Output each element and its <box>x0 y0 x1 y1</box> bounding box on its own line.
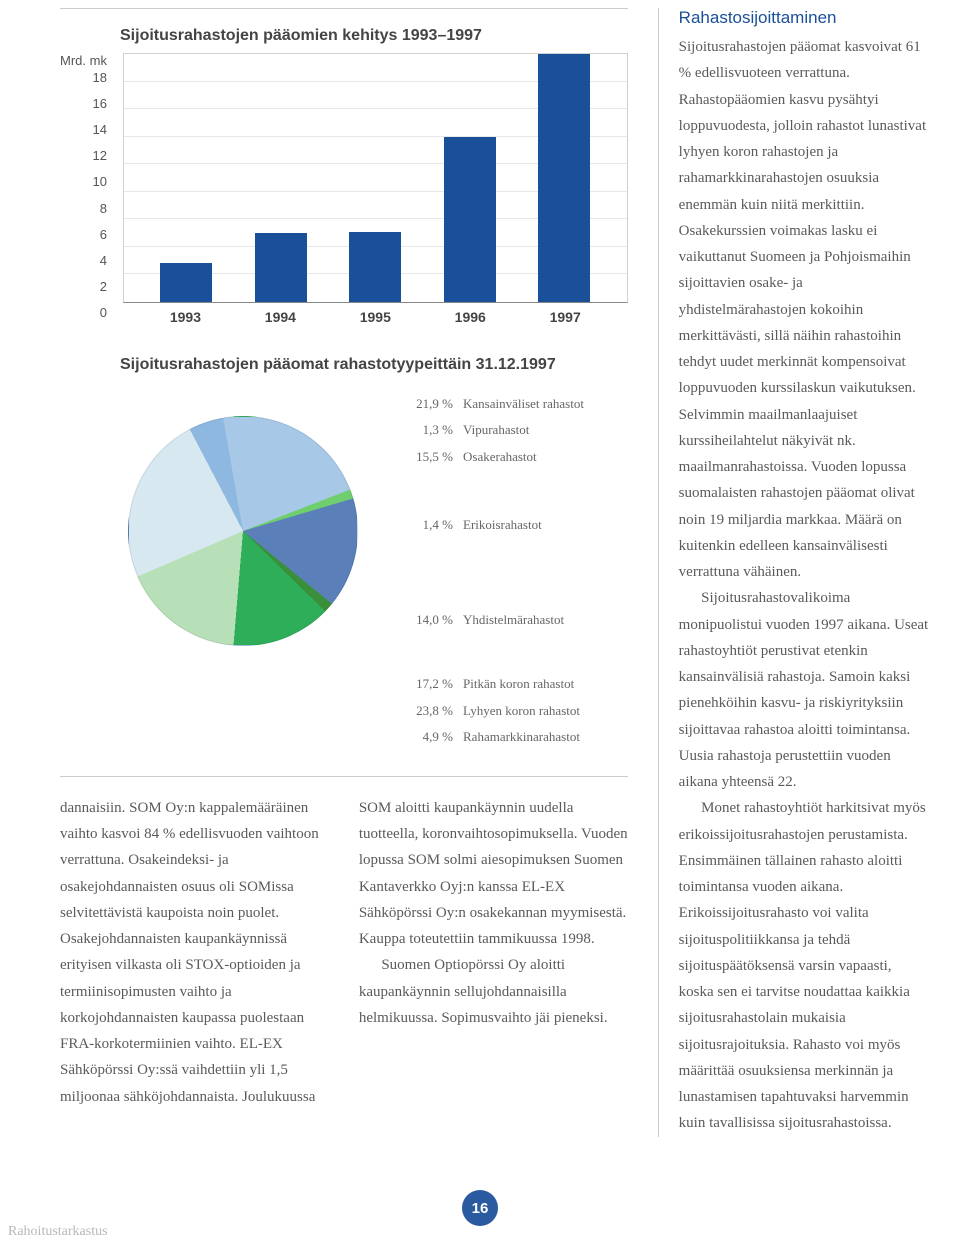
bar-1995 <box>349 232 401 302</box>
pie-legend: 21,9 %Kansainväliset rahastot 1,3 %Vipura… <box>405 386 584 754</box>
legend-row: 1,3 %Vipurahastot <box>405 420 584 440</box>
legend-row: 21,9 %Kansainväliset rahastot <box>405 394 584 414</box>
legend-row: 15,5 %Osakerahastot <box>405 447 584 467</box>
sidebar-heading: Rahastosijoittaminen <box>679 8 930 28</box>
body-col-1: dannaisiin. SOM Oy:n kappalemääräinen va… <box>60 795 329 1110</box>
bar-1996 <box>444 137 496 302</box>
page-number-badge: 16 <box>462 1190 498 1226</box>
legend-row: 1,4 %Erikoisrahastot <box>405 515 584 535</box>
legend-row: 17,2 %Pitkän koron rahastot <box>405 674 584 694</box>
sidebar-p2: Sijoitusrahastovalikoima monipuolistui v… <box>679 585 930 795</box>
pie-chart-title: Sijoitusrahastojen pääomat rahastotyypei… <box>120 355 628 376</box>
pie-chart: Sijoitusrahastojen pääomat rahastotyypei… <box>120 355 628 754</box>
body-col-2: SOM aloitti kaupankäynnin uudella tuotte… <box>359 795 628 1110</box>
legend-row: 23,8 %Lyhyen koron rahastot <box>405 701 584 721</box>
mid-rule <box>60 776 628 777</box>
legend-row: 4,9 %Rahamarkkinarahastot <box>405 727 584 747</box>
bar-chart: Sijoitusrahastojen pääomien kehitys 1993… <box>120 27 628 325</box>
bar-1994 <box>255 233 307 302</box>
bar-chart-title: Sijoitusrahastojen pääomien kehitys 1993… <box>120 27 628 45</box>
body-columns: dannaisiin. SOM Oy:n kappalemääräinen va… <box>60 795 628 1110</box>
sidebar-p1: Sijoitusrahastojen pääomat kasvoivat 61 … <box>679 34 930 585</box>
y-axis-unit: Mrd. mk <box>60 53 107 68</box>
bar-1997 <box>538 54 590 302</box>
sidebar-column: Rahastosijoittaminen Sijoitusrahastojen … <box>658 8 930 1137</box>
footer-text: Rahoitustarkastus <box>8 1224 108 1240</box>
legend-row: 14,0 %Yhdistelmärahastot <box>405 610 584 630</box>
bar-plot-area <box>123 53 628 303</box>
bar-1993 <box>160 263 212 302</box>
sidebar-p3: Monet rahastoyhtiöt harkitsivat myös eri… <box>679 795 930 1136</box>
top-rule <box>60 8 628 9</box>
pie-graphic <box>128 416 358 646</box>
